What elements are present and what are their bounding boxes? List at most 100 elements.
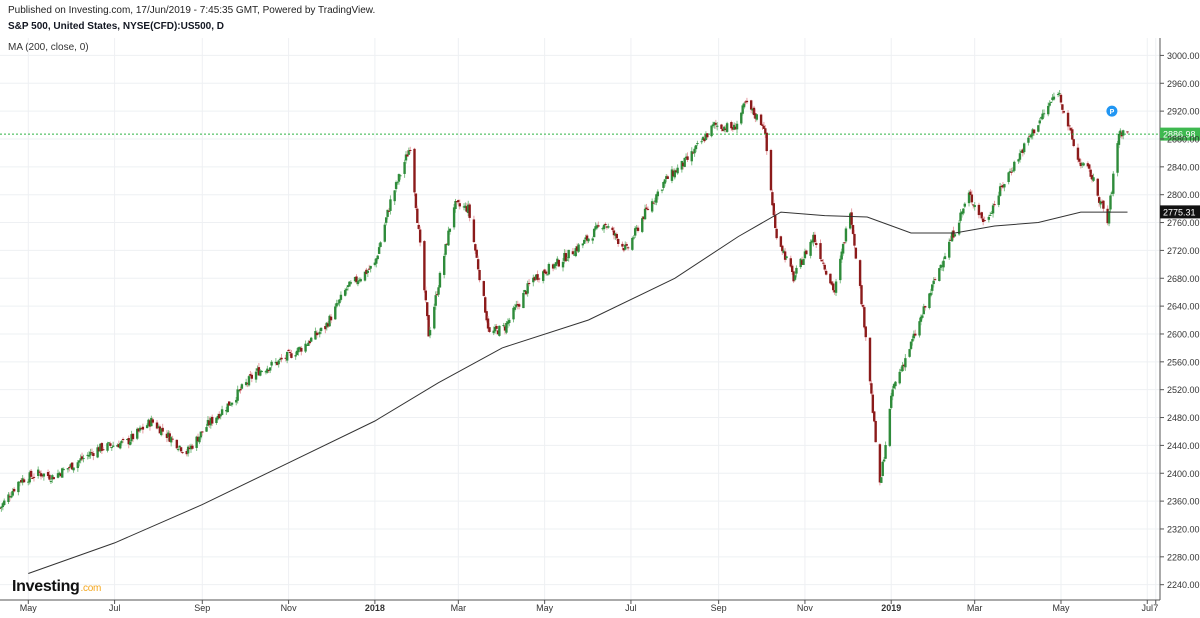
candle-body [335, 303, 338, 307]
candle-body [973, 205, 976, 208]
candle-body [229, 404, 232, 406]
candle-body [488, 327, 491, 332]
candle-body [751, 108, 754, 111]
x-tick-label: May [1052, 603, 1070, 613]
candle-body [781, 245, 784, 252]
candle-body [1078, 158, 1081, 162]
candle-body [861, 304, 865, 307]
candle-body [542, 271, 545, 281]
candle-body [860, 285, 863, 305]
candle-body [522, 292, 525, 309]
y-tick-label: 3000.00 [1167, 51, 1200, 61]
candle-body [230, 402, 234, 405]
candle-body [22, 479, 26, 483]
candle-body [543, 269, 546, 274]
candle-body [864, 326, 867, 338]
candle-body [56, 473, 60, 478]
candle-body [823, 264, 826, 270]
candle-body [526, 283, 529, 294]
candle-body [793, 275, 797, 280]
x-tick-label: May [20, 603, 38, 613]
candle-body [884, 445, 887, 459]
candle-body [305, 345, 309, 347]
candle-body [76, 462, 80, 469]
candle-body [20, 480, 23, 483]
p-marker-icon [1106, 105, 1118, 117]
candle-body [527, 282, 531, 285]
candle-body [288, 352, 292, 354]
candle-body [406, 154, 409, 157]
candle-body [841, 244, 845, 254]
x-tick-label: May [536, 603, 554, 613]
candle-body [397, 174, 401, 182]
candle-body [554, 262, 558, 266]
candle-body [547, 263, 551, 275]
candle-body [188, 447, 191, 449]
candle-body [987, 216, 991, 220]
candle-body [755, 114, 759, 120]
candle-body [686, 156, 689, 160]
candle-body [12, 488, 16, 492]
candle-body [457, 200, 460, 203]
candle-body [1072, 139, 1075, 147]
candle-body [426, 302, 429, 317]
candle-body [769, 149, 773, 191]
candle-body [128, 441, 132, 445]
candle-body [336, 303, 340, 305]
candle-body [812, 234, 815, 243]
candle-body [394, 182, 398, 190]
candle-body [482, 281, 486, 296]
candle-body [674, 170, 678, 173]
y-tick-label: 2480.00 [1167, 413, 1200, 423]
candle-body [196, 436, 200, 442]
candle-body [314, 331, 317, 340]
candle-body [829, 273, 832, 284]
candle-body [890, 395, 893, 408]
y-tick-label: 2680.00 [1167, 274, 1200, 284]
candle-body [476, 259, 480, 270]
candle-body [914, 333, 917, 336]
candle-body [444, 244, 447, 255]
candle-body [942, 260, 945, 268]
candle-body [822, 262, 825, 264]
candle-body [1092, 177, 1095, 181]
candle-body [655, 194, 658, 203]
candle-body [551, 264, 555, 269]
candle-body [931, 284, 934, 291]
candle-body [980, 212, 983, 219]
candle-body [495, 325, 498, 329]
candle-body [307, 342, 310, 346]
candle-body [635, 227, 638, 230]
candle-body [319, 327, 323, 332]
published-info: Published on Investing.com, 17/Jun/2019 … [8, 5, 376, 16]
candle-body [795, 267, 798, 274]
candle-body [300, 347, 303, 352]
candle-body [802, 259, 805, 265]
candle-body [834, 281, 838, 293]
candle-body [413, 148, 416, 193]
candle-body [198, 436, 201, 443]
candle-body [653, 200, 657, 202]
candle-body [1008, 171, 1012, 173]
candle-body [424, 290, 428, 301]
candle-body [1102, 200, 1105, 209]
candle-body [557, 259, 560, 267]
candle-body [29, 470, 33, 477]
candle-body [167, 432, 170, 437]
candle-body [901, 365, 904, 372]
candle-body [348, 281, 351, 287]
candle-body [848, 213, 852, 229]
candle-body [1001, 185, 1005, 188]
candle-body [353, 277, 357, 282]
candle-body [1126, 131, 1129, 133]
y-tick-label: 2440.00 [1167, 441, 1200, 451]
candle-body [343, 290, 347, 296]
candle-body [771, 192, 774, 206]
candle-body [574, 248, 577, 257]
candle-body [285, 351, 289, 361]
candle-body [428, 330, 432, 336]
candle-body [46, 472, 50, 477]
candle-body [195, 436, 198, 448]
ma-indicator-label[interactable]: MA (200, close, 0) [8, 42, 89, 53]
